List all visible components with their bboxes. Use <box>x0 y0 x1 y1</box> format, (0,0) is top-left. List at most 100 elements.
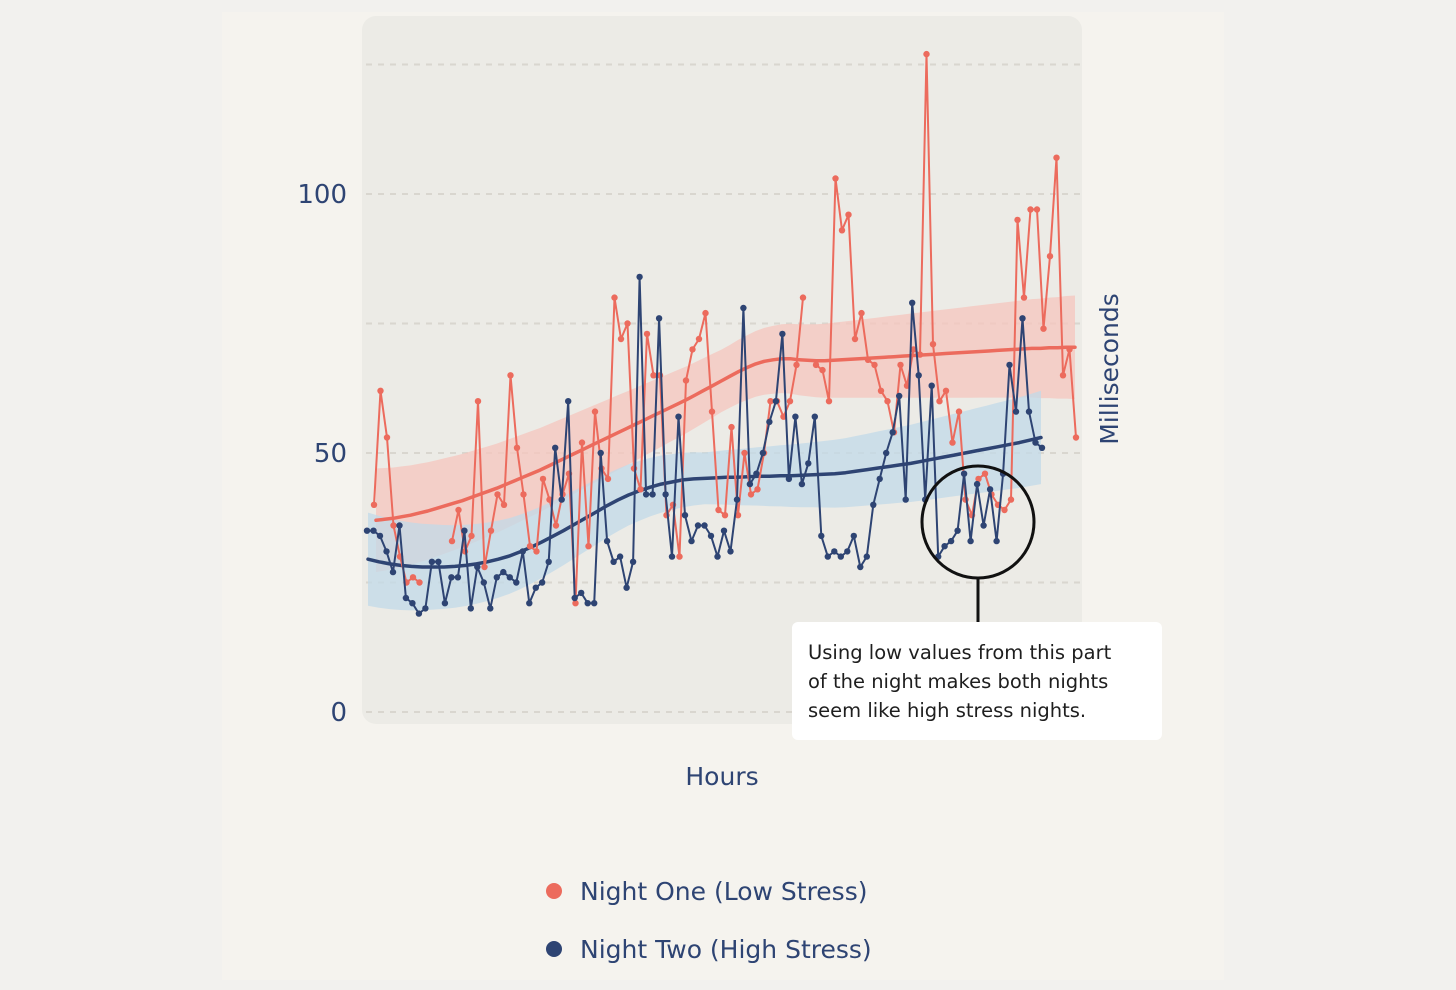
data-point-night-one <box>734 512 742 519</box>
data-point-night-two <box>1012 408 1020 415</box>
trend-line-night-one <box>374 345 1077 523</box>
data-point-night-two <box>986 486 994 493</box>
data-point-night-two <box>1038 444 1046 451</box>
x-axis-label: Hours <box>685 762 758 791</box>
data-point-night-one <box>955 408 963 415</box>
data-point-night-one <box>825 398 833 405</box>
data-point-night-two <box>805 460 812 467</box>
data-point-night-two <box>591 600 598 607</box>
data-point-night-one <box>741 449 748 457</box>
data-point-night-one <box>871 361 878 369</box>
data-point-night-two <box>480 579 487 586</box>
data-point-night-one <box>500 501 508 508</box>
data-point-night-two <box>720 527 728 534</box>
data-point-night-one <box>702 309 709 317</box>
data-point-night-one <box>838 227 846 234</box>
data-point-night-one <box>370 501 378 508</box>
data-point-night-two <box>558 496 565 503</box>
data-point-night-one <box>832 175 839 182</box>
data-point-night-one <box>864 356 872 363</box>
data-point-night-one <box>1046 253 1054 260</box>
series-lines <box>363 50 1080 617</box>
data-point-night-two <box>636 273 643 281</box>
data-point-night-two <box>526 600 533 607</box>
data-point-night-two <box>837 553 844 560</box>
data-point-night-two <box>1032 439 1039 446</box>
data-point-night-two <box>370 527 377 534</box>
data-point-night-two <box>565 398 572 405</box>
data-point-night-one <box>643 330 651 338</box>
data-point-night-one <box>812 361 820 369</box>
data-point-night-one <box>1059 372 1067 379</box>
data-point-night-one <box>689 346 696 353</box>
data-point-night-one <box>747 491 755 498</box>
data-point-night-one <box>923 50 930 58</box>
data-point-night-two <box>844 548 851 555</box>
data-point-night-one <box>819 366 826 374</box>
data-point-night-one <box>1053 154 1060 161</box>
data-point-night-one <box>858 309 865 317</box>
data-point-night-one <box>487 527 495 534</box>
data-point-night-one <box>1027 206 1034 213</box>
data-point-night-two <box>993 537 1000 545</box>
data-point-night-two <box>947 537 955 545</box>
data-point-night-two <box>441 600 449 607</box>
data-point-night-one <box>949 439 956 446</box>
data-point-night-one <box>416 579 423 586</box>
data-point-night-two <box>487 605 494 612</box>
data-point-night-one <box>910 346 917 353</box>
data-point-night-two <box>863 553 870 560</box>
data-point-night-two <box>896 392 903 400</box>
data-point-night-one <box>767 398 774 405</box>
legend-dot-night-two <box>546 941 562 957</box>
data-point-night-two <box>389 568 397 576</box>
data-point-night-two <box>740 304 747 312</box>
data-point-night-two <box>376 532 384 540</box>
data-point-night-two <box>772 398 780 405</box>
confidence-band-night-two <box>368 390 1041 611</box>
data-point-night-one <box>897 361 904 369</box>
data-point-night-two <box>571 594 578 602</box>
data-point-night-two <box>870 501 877 508</box>
data-point-night-one <box>1020 294 1028 301</box>
data-point-night-one <box>585 543 592 550</box>
legend-item-night-two: Night Two (High Stress) <box>546 920 872 978</box>
data-point-night-one <box>936 398 943 405</box>
data-point-night-one <box>572 600 579 607</box>
data-point-night-two <box>759 449 767 457</box>
data-point-night-two <box>435 558 442 565</box>
data-point-night-two <box>746 480 754 488</box>
data-point-night-two <box>850 532 857 540</box>
data-point-night-one <box>481 563 488 571</box>
data-point-night-one <box>539 475 547 483</box>
data-point-night-two <box>649 491 656 498</box>
data-point-night-one <box>715 506 722 514</box>
data-point-night-two <box>428 558 436 565</box>
data-point-night-two <box>409 600 416 607</box>
y-axis-label: Milliseconds <box>1095 293 1124 445</box>
data-point-night-two <box>616 553 624 560</box>
annotation-line-2: of the night makes both nights <box>808 670 1109 693</box>
legend-label-night-two: Night Two (High Stress) <box>580 934 872 964</box>
data-point-night-one <box>520 491 527 498</box>
data-point-night-two <box>506 574 513 581</box>
data-point-night-one <box>448 537 456 545</box>
data-point-night-one <box>526 543 534 550</box>
data-point-night-one <box>1066 346 1073 353</box>
data-point-night-two <box>707 532 715 540</box>
annotation-line-3: seem like high stress nights. <box>808 699 1087 722</box>
legend-dot-night-one <box>546 883 562 899</box>
data-point-night-one <box>604 475 612 483</box>
data-point-night-two <box>727 548 734 555</box>
data-point-night-two <box>883 449 890 457</box>
data-point-night-two <box>954 527 961 534</box>
data-point-night-two <box>603 537 611 545</box>
data-point-night-two <box>714 553 721 560</box>
data-point-night-one <box>754 486 761 493</box>
data-point-night-one <box>929 341 937 348</box>
data-point-night-two <box>662 491 669 498</box>
data-point-night-two <box>785 475 793 483</box>
data-point-night-two <box>545 558 552 565</box>
data-point-night-two <box>733 496 741 503</box>
